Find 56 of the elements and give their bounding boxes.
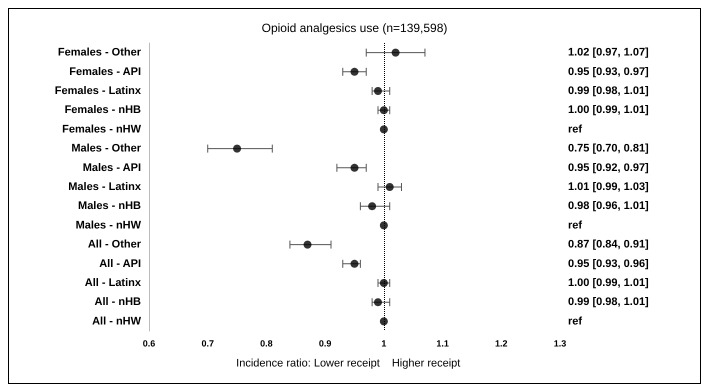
x-tick-label: 0.6 [142,338,156,348]
y2-tick-label: 1.01 [0.99, 1.03] [568,181,650,193]
point [380,279,388,287]
point [380,317,388,326]
y2-tick-label: ref [568,123,582,136]
x-tick-label: 1 [381,338,386,348]
y2-tick-label: ref [568,219,582,232]
y-tick-label: Males - Latinx [68,181,142,193]
point [350,164,358,172]
y-tick-label: Females - nHW [62,123,142,136]
y-tick-label: Males - nHB [78,200,142,212]
y2-tick-label: 1.00 [0.99, 1.01] [568,104,650,116]
y-tick-label: Females - API [69,66,141,78]
y2-tick-label: 0.99 [0.98, 1.01] [568,85,650,97]
x-tick-label: 0.8 [260,338,273,348]
point [374,87,382,95]
point [233,144,242,153]
y-tick-label: Females - Latinx [54,85,142,97]
x-tick-label: 0.7 [201,338,214,348]
y-tick-label: Males - API [82,162,141,174]
y-tick-label: All - nHW [92,315,142,328]
x-tick-label: 1.3 [554,338,566,348]
y2-tick-label: 1.00 [0.99, 1.01] [568,277,650,289]
y2-tick-label: 1.02 [0.97, 1.07] [568,46,650,59]
point [368,202,376,210]
y2-tick-label: 0.75 [0.70, 0.81] [568,142,650,155]
point [380,125,388,134]
y2-tick-label: 0.95 [0.92, 0.97] [568,162,650,174]
point [392,48,400,57]
y2-tick-label: ref [568,315,582,328]
y-tick-label: Males - Other [71,142,142,155]
y2-tick-label: 0.98 [0.96, 1.01] [568,200,650,212]
x-tick-label: 1.1 [436,338,449,348]
y-tick-label: Females - nHB [64,104,142,116]
y-tick-label: All - Other [88,238,142,251]
point [350,68,358,76]
y-tick-label: Females - Other [58,46,142,59]
point [380,221,388,230]
y2-tick-label: 0.87 [0.84, 0.91] [568,238,650,251]
text: Higher receipt [392,358,460,370]
y-tick-label: Males - nHW [76,219,142,232]
x-tick-label: 1.2 [495,338,508,348]
y2-tick-label: 0.95 [0.93, 0.96] [568,258,650,270]
point [350,260,358,268]
y-tick-label: All - nHB [94,296,142,308]
point [386,183,394,191]
y2-tick-label: 0.99 [0.98, 1.01] [568,296,650,308]
y2-tick-label: 0.95 [0.93, 0.97] [568,66,650,78]
chart-title: Opioid analgesics use (n=139,598) [262,21,448,35]
point [304,240,312,249]
point [374,298,382,306]
point [380,106,388,114]
y-tick-label: All - Latinx [84,277,142,289]
text: Incidence ratio: Lower receipt [236,358,380,370]
x-tick-label: 0.9 [318,338,332,348]
y-tick-label: All - API [99,258,141,270]
